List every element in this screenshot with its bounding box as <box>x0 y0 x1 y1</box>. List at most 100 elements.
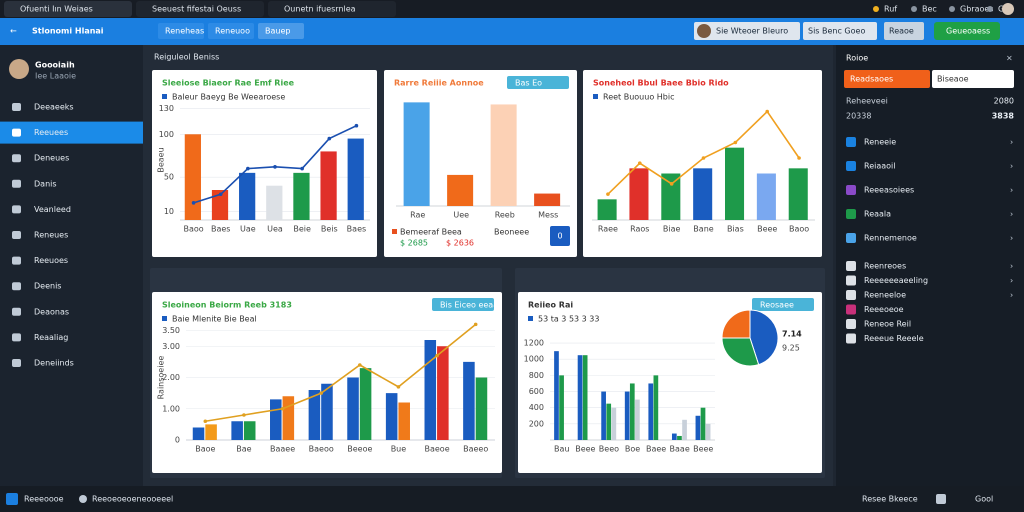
header-tab[interactable] <box>208 23 254 39</box>
card-title: Soneheol Bbul Baee Bbio Rido <box>593 79 729 88</box>
menu-icon <box>873 6 879 12</box>
sidebar-item[interactable]: Reneues <box>34 231 68 240</box>
x-tick-label: Mess <box>538 211 558 220</box>
item-label[interactable]: Rennemenoe <box>864 234 917 243</box>
legend-swatch <box>593 94 598 99</box>
item-label[interactable]: Reenreoes <box>864 262 906 271</box>
bar <box>205 424 217 440</box>
sidebar-item[interactable]: Reaaliag <box>34 333 68 342</box>
x-tick-label: Baeeo <box>463 445 488 454</box>
bar <box>293 172 310 220</box>
sidebar-icon <box>12 333 21 342</box>
line-point <box>435 353 439 358</box>
pie-slice <box>749 309 779 366</box>
filter-button[interactable] <box>884 22 924 40</box>
summary-button[interactable]: Beoneee <box>494 228 529 237</box>
item-chevron: › <box>1010 138 1013 147</box>
item-label[interactable]: Reeneeloe <box>864 291 906 300</box>
item-label[interactable]: Reiaaoil <box>864 162 896 171</box>
sidebar-item[interactable]: Deeaeeks <box>34 103 74 112</box>
item-label[interactable]: Reeeeeeaeeling <box>864 276 928 285</box>
item-chevron: › <box>1010 262 1013 271</box>
card-title: Sleeiose Biaeor Rae Emf Riee <box>162 79 295 88</box>
x-tick-label: Baes <box>347 225 366 234</box>
menu-label: Bec <box>922 5 937 14</box>
item-chevron: › <box>1010 210 1013 219</box>
bar <box>554 351 559 440</box>
sidebar-item[interactable]: Deneiinds <box>34 359 74 368</box>
x-tick-label: Baeoe <box>424 445 449 454</box>
x-tick-label: Uee <box>453 211 469 220</box>
item-label[interactable]: Reaala <box>864 210 891 219</box>
header-tab[interactable] <box>258 23 304 39</box>
browser-tab[interactable] <box>136 1 264 17</box>
bar <box>606 403 612 440</box>
line-point <box>354 123 359 128</box>
sidebar-icon <box>12 359 21 367</box>
line-point <box>242 413 246 417</box>
x-tick-label: Reeb <box>495 211 515 220</box>
y-tick-label: 200 <box>529 419 544 428</box>
stat-label: 20338 <box>846 112 871 121</box>
item-label[interactable]: Reeeue Reeele <box>864 334 924 343</box>
x-tick-label: Baoo <box>183 225 203 234</box>
summary-toggle[interactable] <box>550 226 570 246</box>
tab-label: Ofuenti Iın Weiaes <box>20 5 93 14</box>
bar <box>601 391 606 440</box>
sidebar-item[interactable]: Reeuees <box>34 128 68 137</box>
bar <box>611 407 617 440</box>
item-label[interactable]: Reeeoeoe <box>864 305 904 314</box>
search-text: Sis Benc Goeo <box>808 27 865 36</box>
menu-label: Ruf <box>884 5 897 14</box>
right-input[interactable] <box>932 70 1014 88</box>
y-tick-label: 3.00 <box>162 342 180 351</box>
item-label[interactable]: Reeeasoiees <box>864 186 914 195</box>
line-point <box>669 182 674 186</box>
item-label[interactable]: Reneeie <box>864 138 896 147</box>
bar <box>534 193 561 206</box>
sidebar-item[interactable]: Reeuoes <box>34 256 68 265</box>
sidebar-item[interactable]: Veanleed <box>34 205 71 214</box>
search-box[interactable] <box>803 22 877 40</box>
card-badge[interactable] <box>507 76 569 89</box>
x-tick-label: Baeoo <box>309 445 334 454</box>
right-button[interactable] <box>844 70 930 88</box>
sidebar-icon <box>12 307 21 316</box>
bar <box>347 138 364 220</box>
footer-icon <box>936 494 946 504</box>
sidebar-icon <box>12 103 21 111</box>
bar <box>682 419 687 440</box>
sidebar-icon <box>12 205 21 214</box>
sidebar-active[interactable] <box>0 121 143 144</box>
line-point <box>797 156 801 160</box>
legend-swatch <box>162 316 167 321</box>
line-point <box>606 192 610 196</box>
header-tab[interactable] <box>158 23 204 39</box>
card-badge[interactable] <box>432 298 494 311</box>
bar <box>671 433 677 440</box>
line-point <box>319 391 323 395</box>
item-label[interactable]: Reneoe Reil <box>864 320 911 329</box>
browser-tab[interactable] <box>268 1 396 17</box>
action-button[interactable] <box>934 22 1000 40</box>
sidebar-icon <box>12 128 21 137</box>
x-tick-label: Bae <box>236 445 251 454</box>
sidebar-item[interactable]: Deneues <box>34 154 69 163</box>
browser-tab[interactable] <box>4 1 132 17</box>
bar <box>403 102 430 206</box>
bar <box>359 368 372 440</box>
line-point <box>246 166 250 171</box>
bar <box>321 383 333 440</box>
item-chevron: › <box>1010 162 1013 171</box>
menu-icon <box>911 6 917 12</box>
y-tick-label: 600 <box>529 387 544 396</box>
card-badge-label: Bas Eo <box>515 79 542 88</box>
line-point <box>765 109 770 114</box>
bar <box>239 172 256 220</box>
sidebar-item[interactable]: Deaonas <box>34 307 69 316</box>
card-badge[interactable] <box>752 298 814 311</box>
sidebar-item[interactable]: Danis <box>34 179 57 188</box>
sidebar-item[interactable]: Deenis <box>34 282 61 291</box>
line-point <box>358 363 362 367</box>
